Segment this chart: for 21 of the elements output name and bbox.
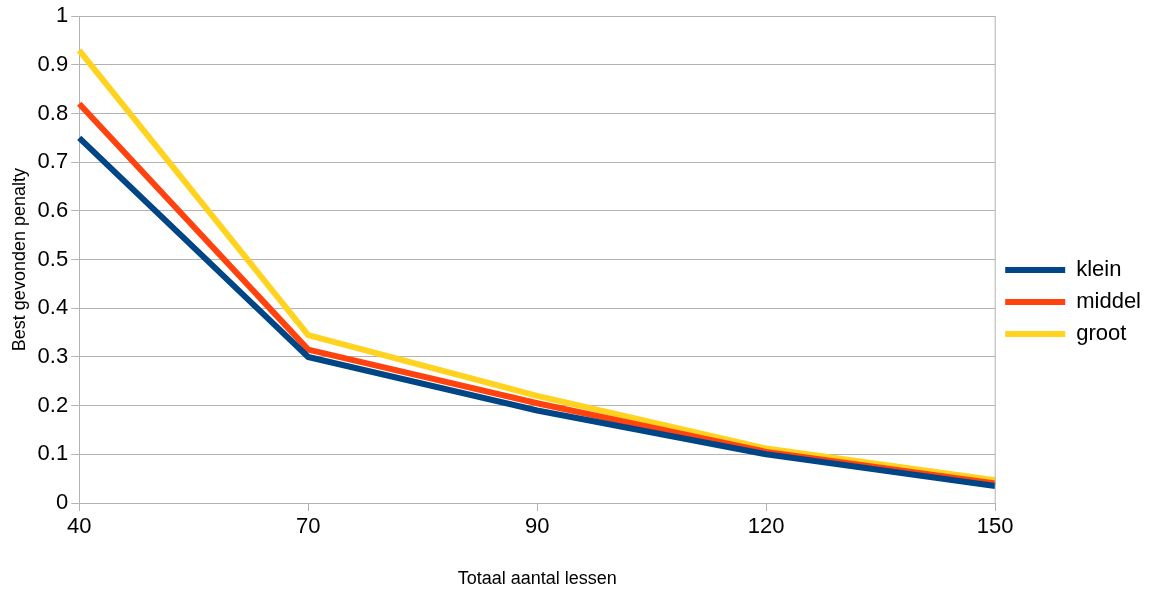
y-tick-label: 0.8 <box>37 99 69 125</box>
y-tick-label: 0.4 <box>37 294 69 320</box>
y-tick-label: 0.7 <box>37 148 69 174</box>
x-tick-label: 150 <box>976 513 1014 539</box>
x-tick-label: 120 <box>747 513 785 539</box>
x-tick-label: 70 <box>295 513 321 539</box>
x-axis-title: Totaal aantal lessen <box>457 568 617 589</box>
y-tick-label: 0.5 <box>37 245 69 271</box>
y-tick-label: 0.6 <box>37 196 69 222</box>
legend-label: groot <box>1076 320 1127 346</box>
y-axis-title: Best gevonden penalty <box>8 168 29 352</box>
x-tick-label: 40 <box>66 513 92 539</box>
y-tick-label: 0 <box>55 489 69 515</box>
y-tick-label: 0.3 <box>37 343 69 369</box>
y-tick-label: 0.2 <box>37 391 69 417</box>
legend-label: middel <box>1076 288 1141 314</box>
y-tick-label: 0.9 <box>37 50 69 76</box>
y-tick-label: 0.1 <box>37 440 69 466</box>
x-tick-label: 90 <box>524 513 550 539</box>
legend-label: klein <box>1076 256 1122 282</box>
y-tick-label: 1 <box>55 2 69 28</box>
